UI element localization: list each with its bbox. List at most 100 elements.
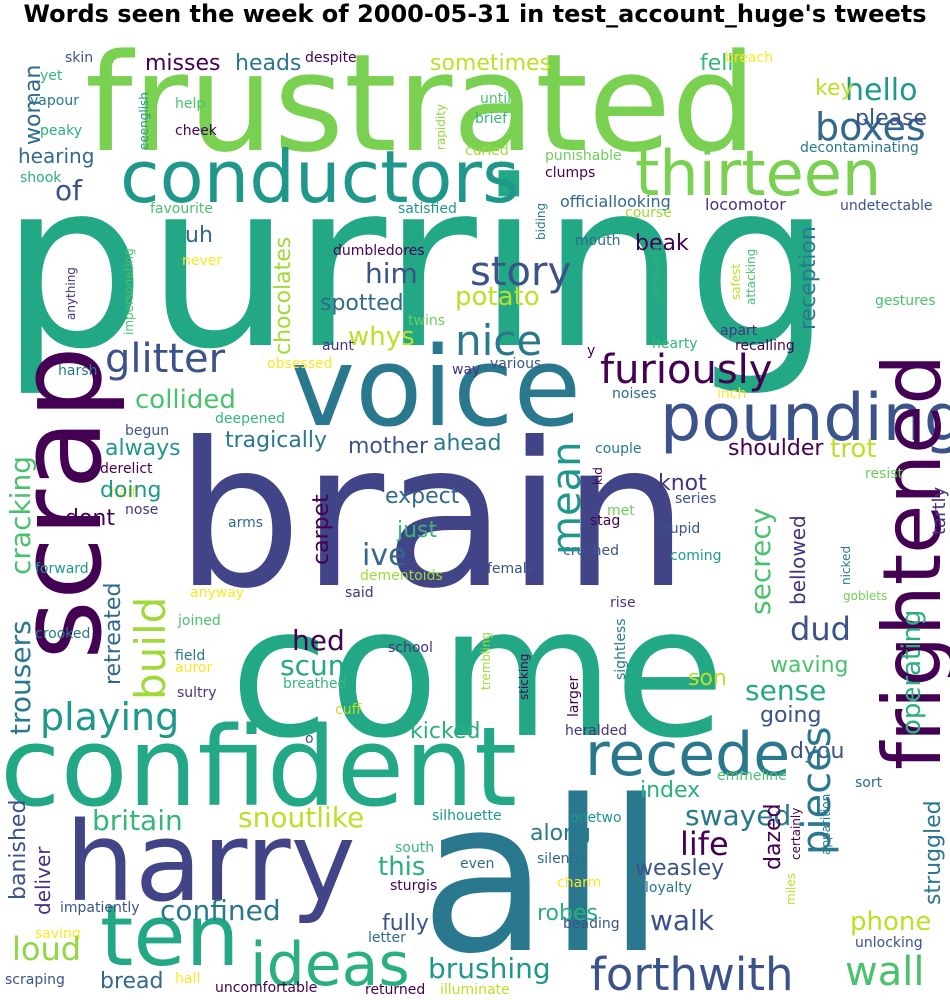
word-mean: mean: [544, 442, 590, 555]
word-sturgis: sturgis: [390, 878, 437, 894]
word-breathed: breathed: [283, 676, 346, 692]
word-nose: nose: [125, 502, 158, 518]
word-crooked: crooked: [35, 626, 90, 642]
word-doing: doing: [100, 478, 161, 503]
word-build: build: [126, 597, 175, 700]
word-half: half: [110, 485, 137, 501]
word-deepened: deepened: [215, 411, 285, 427]
word-voice: voice: [290, 323, 581, 451]
word-way: way: [452, 362, 480, 378]
word-breach: breach: [725, 50, 773, 66]
word-trembling: trembling: [479, 632, 493, 690]
word-brain: brain: [175, 400, 689, 633]
word-confident: confident: [0, 703, 517, 831]
word-just: just: [396, 518, 438, 543]
word-dyou: dyou: [790, 739, 844, 764]
word-hello: hello: [845, 73, 918, 108]
word-curled: curled: [465, 143, 509, 159]
word-him: him: [365, 257, 418, 290]
word-larger: larger: [566, 676, 582, 717]
word-ive: ive: [362, 538, 407, 573]
word-cracking: cracking: [4, 456, 37, 575]
word-scraping: scraping: [5, 972, 65, 988]
word-key: key: [815, 76, 854, 101]
word-secrecy: secrecy: [744, 508, 777, 615]
word-scum: scum: [280, 649, 355, 682]
word-shook: shook: [20, 170, 62, 186]
word-uncomfortable: uncomfortable: [215, 980, 317, 996]
word-ideas: ideas: [250, 930, 410, 1000]
word-life: life: [680, 825, 729, 863]
word-school: school: [388, 640, 433, 656]
word-operating: operating: [897, 610, 927, 735]
word-onetwo: onetwo: [570, 810, 622, 826]
word-beading: beading: [563, 916, 620, 932]
word-snoutlike: snoutlike: [238, 801, 364, 834]
word-hearty: hearty: [652, 336, 698, 352]
word-dazed: dazed: [761, 804, 786, 871]
word-deliver: deliver: [31, 846, 55, 915]
word-aunt: aunt: [322, 338, 354, 354]
word-impatiently: impatiently: [60, 900, 140, 916]
word-brief: brief: [475, 111, 508, 127]
word-coming: coming: [670, 548, 722, 564]
word-help: help: [175, 96, 205, 112]
word-banished: banished: [6, 800, 31, 900]
word-miles: miles: [784, 873, 798, 905]
word-along: along: [530, 821, 591, 846]
word-come: come: [230, 569, 725, 778]
word-glitter: glitter: [105, 336, 226, 382]
word-course: course: [625, 205, 672, 221]
word-always: always: [105, 436, 181, 461]
word-of: of: [55, 174, 83, 207]
word-hall: hall: [175, 971, 200, 987]
word-sightless: sightless: [613, 618, 629, 680]
word-struggled: struggled: [921, 800, 946, 905]
word-waving: waving: [770, 653, 849, 678]
word-undetectable: undetectable: [840, 198, 933, 214]
word-inch: inch: [717, 386, 746, 402]
word-brushing: brushing: [428, 952, 551, 985]
word-goblets: goblets: [843, 589, 887, 603]
word-vapour: vapour: [30, 93, 79, 109]
word-recede: recede: [585, 720, 790, 790]
word-field: field: [175, 648, 205, 664]
word-fell: fell: [700, 51, 734, 76]
word-said: said: [345, 585, 374, 601]
word-illuminate: illuminate: [440, 982, 510, 998]
word-purring: purring: [0, 133, 833, 400]
word-going: going: [760, 703, 821, 728]
word-potato: potato: [455, 282, 540, 312]
word-pounding: pounding: [660, 381, 950, 456]
word-twins: twins: [408, 313, 445, 329]
word-anyway: anyway: [190, 585, 244, 601]
word-furiously: furiously: [600, 347, 772, 393]
word-favourite: favourite: [150, 201, 213, 217]
word-peaky: peaky: [40, 123, 82, 139]
word-south: south: [395, 840, 434, 856]
word-conductors: conductors: [120, 135, 520, 219]
word-uh: uh: [185, 223, 213, 248]
word-woman: woman: [21, 65, 46, 145]
word-forthwith: forthwith: [590, 948, 794, 1000]
word-apparition: apparition: [819, 794, 833, 855]
word-returned: returned: [365, 982, 425, 998]
word-trousers: trousers: [4, 620, 37, 735]
word-swayed: swayed: [685, 799, 791, 832]
word-female: female: [487, 561, 535, 577]
word-until: until: [480, 91, 511, 107]
word-dementoids: dementoids: [360, 568, 443, 584]
word-begun: begun: [125, 423, 169, 439]
word-spotted: spotted: [320, 291, 404, 316]
word-all: all: [420, 755, 665, 1000]
word-scrap: scrap: [0, 346, 128, 660]
word-frightened: frightened: [866, 354, 950, 770]
word-reception: reception: [796, 226, 821, 330]
word-various: various: [490, 356, 541, 372]
word-mother: mother: [348, 434, 429, 459]
word-wall: wall: [845, 949, 924, 995]
word-this: this: [378, 852, 425, 882]
word-please: please: [855, 106, 927, 131]
word-never: never: [182, 253, 222, 269]
word-saving: saving: [35, 926, 81, 942]
